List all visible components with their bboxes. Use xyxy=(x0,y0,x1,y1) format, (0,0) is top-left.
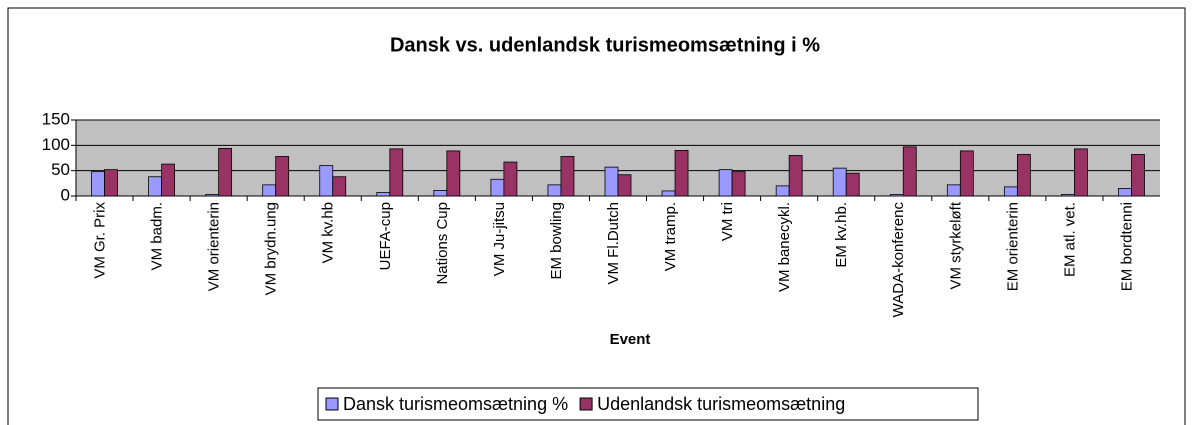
bar xyxy=(959,150,974,197)
bar xyxy=(674,149,689,197)
legend-swatch xyxy=(325,397,339,411)
bar xyxy=(490,178,505,197)
x-tick-label: EM atl. vet. xyxy=(1061,202,1078,277)
bar xyxy=(262,184,277,197)
bar xyxy=(889,194,904,197)
bar xyxy=(319,165,334,197)
bar xyxy=(205,194,220,197)
bar xyxy=(1003,186,1018,197)
bar xyxy=(389,148,404,197)
bar xyxy=(832,167,847,197)
bar xyxy=(161,163,175,197)
x-tick-label: VM kv.hb xyxy=(320,202,337,263)
bar xyxy=(617,174,632,197)
y-tick-label: 150 xyxy=(42,109,70,128)
legend-box xyxy=(317,387,979,421)
legend-label: Dansk turismeomsætning % xyxy=(343,394,568,414)
y-tick-label: 0 xyxy=(61,185,70,204)
bar xyxy=(845,172,860,197)
bar xyxy=(718,169,733,197)
bar xyxy=(560,156,575,197)
bar xyxy=(332,176,347,197)
x-tick-label: WADA-konferenc xyxy=(890,202,907,318)
y-tick-label: 100 xyxy=(42,135,70,154)
y-tick-label: 50 xyxy=(51,160,70,179)
x-tick-label: VM Fl.Dutch xyxy=(605,202,622,285)
x-tick-label: UEFA-cup xyxy=(377,202,394,270)
bar xyxy=(148,176,162,197)
x-axis-title: Event xyxy=(610,331,651,348)
bar xyxy=(1118,187,1132,197)
legend-swatch xyxy=(579,397,593,411)
bar xyxy=(91,171,105,197)
chart-title: Dansk vs. udenlandsk turismeomsætning i … xyxy=(390,34,820,56)
bar xyxy=(1016,154,1031,197)
x-tick-label: VM badm. xyxy=(149,202,166,270)
bar xyxy=(946,184,961,197)
chart-border xyxy=(7,7,1186,425)
bar xyxy=(446,150,461,197)
bar xyxy=(376,192,391,197)
x-tick-label: VM styrkeløft xyxy=(947,201,964,289)
bar xyxy=(433,190,448,197)
x-tick-label: VM orienterin xyxy=(206,202,223,291)
bar xyxy=(1061,194,1075,197)
bar xyxy=(218,147,233,197)
bar xyxy=(902,146,917,197)
x-tick-label: EM kv.hb. xyxy=(833,202,850,268)
bar xyxy=(275,156,290,197)
x-tick-label: VM tramp. xyxy=(662,202,679,271)
x-tick-label: EM bordtenni xyxy=(1118,202,1135,291)
x-tick-label: VM brydn.ung xyxy=(263,202,280,295)
x-tick-label: VM Ju-jitsu xyxy=(491,202,508,276)
bar xyxy=(788,155,803,197)
bar xyxy=(1131,154,1145,197)
bar xyxy=(104,169,118,197)
bar xyxy=(503,161,518,197)
bar xyxy=(604,166,619,197)
bar xyxy=(731,171,746,197)
bar xyxy=(1074,148,1088,197)
bar xyxy=(775,185,790,197)
legend-label: Udenlandsk turismeomsætning xyxy=(597,394,845,414)
bar xyxy=(661,190,676,197)
x-tick-label: VM Gr. Prix xyxy=(91,202,108,279)
x-tick-label: EM bowling xyxy=(548,202,565,280)
x-tick-label: VM banecykl. xyxy=(776,202,793,292)
bar xyxy=(547,184,562,197)
x-tick-label: VM tri xyxy=(719,202,736,241)
x-tick-label: Nations Cup xyxy=(434,202,451,285)
x-tick-label: EM orienterin xyxy=(1004,202,1021,291)
